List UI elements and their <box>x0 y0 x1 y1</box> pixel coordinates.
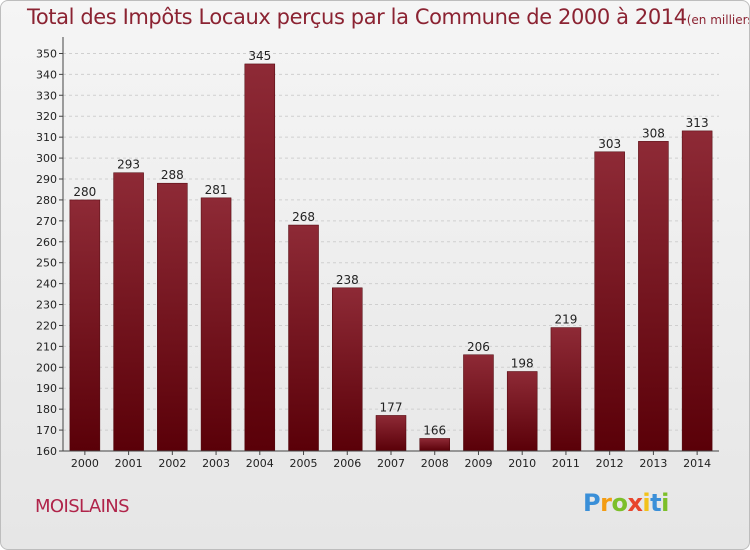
bar-value-label: 280 <box>73 185 96 199</box>
bar-value-label: 268 <box>292 210 315 224</box>
y-tick-label: 210 <box>36 340 57 353</box>
y-tick-label: 250 <box>36 257 57 270</box>
y-tick-label: 160 <box>36 445 57 458</box>
x-tick-label: 2012 <box>596 457 624 470</box>
bar <box>638 141 669 452</box>
y-tick-label: 290 <box>36 173 57 186</box>
x-tick-label: 2002 <box>158 457 186 470</box>
y-tick-label: 170 <box>36 424 57 437</box>
bar <box>506 371 538 452</box>
y-tick-label: 300 <box>36 152 57 165</box>
y-tick-label: 340 <box>36 68 57 81</box>
bar-value-label: 288 <box>161 168 184 182</box>
x-tick-label: 2010 <box>508 457 536 470</box>
bar <box>419 438 450 452</box>
bar <box>244 63 276 452</box>
y-tick-label: 180 <box>36 403 57 416</box>
bar <box>288 224 319 452</box>
bars: 280 293 288 281 345 268 238 177 166 206 198 219 303 3… <box>69 49 713 452</box>
bar <box>332 287 363 452</box>
axes: 1601701801902002102202302402502602702802… <box>36 37 719 470</box>
logo-letter: o <box>611 489 628 517</box>
y-tick-label: 280 <box>36 194 57 207</box>
bar-value-label: 238 <box>336 273 359 287</box>
commune-name: MOISLAINS <box>35 496 130 517</box>
bar <box>157 182 188 452</box>
logo-letter: i <box>642 489 651 517</box>
bar-value-label: 281 <box>205 183 228 197</box>
x-tick-label: 2007 <box>377 457 405 470</box>
x-tick-label: 2013 <box>639 457 667 470</box>
x-tick-label: 2004 <box>246 457 274 470</box>
bar <box>594 151 625 452</box>
x-tick-label: 2008 <box>421 457 449 470</box>
logo-letter: i <box>661 489 669 517</box>
x-tick-label: 2001 <box>115 457 143 470</box>
chart-title-main: Total des Impôts Locaux perçus par la Co… <box>27 5 687 29</box>
chart-title: Total des Impôts Locaux perçus par la Co… <box>27 5 750 29</box>
y-tick-label: 190 <box>36 382 57 395</box>
y-tick-label: 270 <box>36 215 57 228</box>
x-tick-label: 2011 <box>552 457 580 470</box>
bar-value-label: 293 <box>117 158 140 172</box>
y-tick-label: 260 <box>36 236 57 249</box>
bar-value-label: 308 <box>642 126 665 140</box>
x-tick-label: 2000 <box>71 457 99 470</box>
x-tick-label: 2006 <box>333 457 361 470</box>
bar-value-label: 219 <box>554 313 577 327</box>
y-tick-label: 320 <box>36 110 57 123</box>
y-tick-label: 350 <box>36 47 57 60</box>
bar <box>550 327 582 452</box>
y-tick-label: 220 <box>36 319 57 332</box>
bar-value-label: 345 <box>248 49 271 63</box>
bar-value-label: 198 <box>511 356 534 370</box>
x-tick-label: 2005 <box>290 457 318 470</box>
bar-value-label: 313 <box>686 116 709 130</box>
y-tick-label: 240 <box>36 278 57 291</box>
bar <box>69 199 101 452</box>
bar <box>200 197 232 452</box>
y-tick-label: 230 <box>36 299 57 312</box>
bar <box>463 354 494 452</box>
bar <box>681 130 713 452</box>
logo-letter: t <box>650 489 662 517</box>
bar-value-label: 177 <box>380 400 403 414</box>
chart-subtitle: (en milliers d'€) <box>686 13 750 27</box>
x-tick-label: 2003 <box>202 457 230 470</box>
bar <box>113 172 144 452</box>
y-tick-label: 310 <box>36 131 57 144</box>
bar-value-label: 166 <box>423 423 446 437</box>
bar-value-label: 303 <box>598 137 621 151</box>
proxiti-logo: Proxiti <box>583 489 669 517</box>
logo-letter: P <box>583 489 601 517</box>
logo-letter: x <box>627 489 643 517</box>
bar-value-label: 206 <box>467 340 490 354</box>
bar <box>375 415 407 452</box>
y-tick-label: 330 <box>36 89 57 102</box>
logo-letter: r <box>600 489 612 517</box>
x-tick-label: 2009 <box>464 457 492 470</box>
x-tick-label: 2014 <box>683 457 711 470</box>
y-tick-label: 200 <box>36 361 57 374</box>
